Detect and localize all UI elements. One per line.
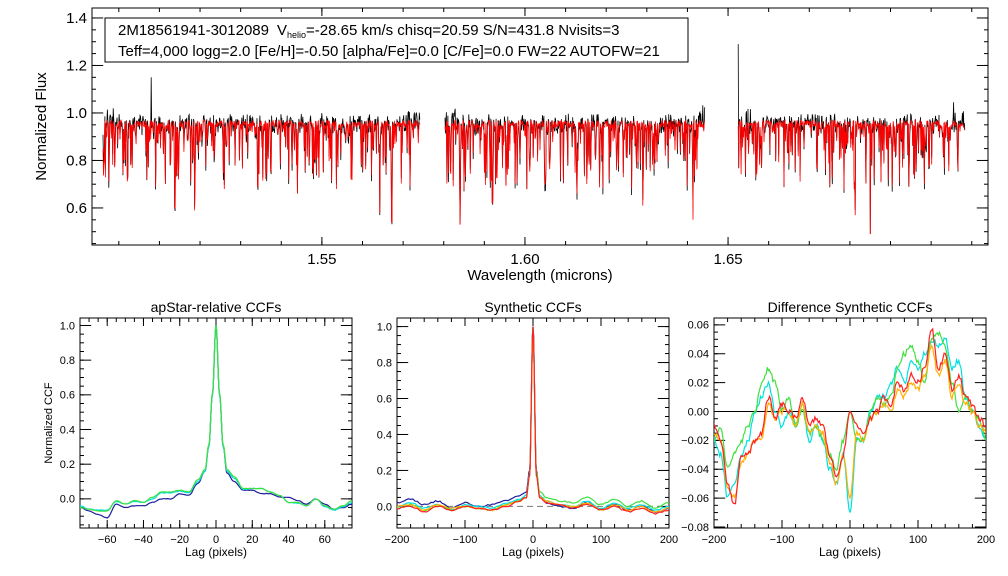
y-tick-label: 0.2 <box>60 459 75 471</box>
y-tick-label: 0.02 <box>688 377 709 389</box>
x-tick-label: 0 <box>213 534 219 546</box>
x-tick-label: −200 <box>702 534 727 546</box>
star-id: 2M18561941-3012089 <box>118 22 269 39</box>
x-tick-label: −20 <box>170 534 189 546</box>
info-box: 2M18561941-3012089 Vhelio=-28.65 km/s chi… <box>104 17 689 63</box>
ccf-line-visit-3 <box>80 325 352 512</box>
ccf-line-visit-2 <box>714 337 986 513</box>
x-axis-label: Lag (pixels) <box>502 545 564 559</box>
vhelio-subscript: helio <box>287 30 306 40</box>
x-tick-label: 1.60 <box>510 251 539 268</box>
y-tick-label: 0.6 <box>66 200 87 217</box>
ccf-line-visit-5 <box>714 327 986 505</box>
chart-title: Synthetic CCFs <box>484 299 581 315</box>
y-tick-label: 0.8 <box>377 357 392 369</box>
x-tick-label: −100 <box>453 534 478 546</box>
x-tick-label: 20 <box>246 534 258 546</box>
y-tick-label: 0.00 <box>688 406 709 418</box>
y-axis-label: Normalized CCF <box>43 382 55 464</box>
x-axis-label: Lag (pixels) <box>819 545 881 559</box>
ccf-line-visit-4 <box>714 344 986 501</box>
ccf-line-visit-1 <box>80 325 352 519</box>
x-tick-label: 1.65 <box>713 251 742 268</box>
y-tick-label: −0.04 <box>681 464 709 476</box>
x-tick-label: 60 <box>319 534 331 546</box>
info-line1-values: =-28.65 km/s chisq=20.59 S/N=431.8 Nvisi… <box>306 22 620 39</box>
x-axis-label: Wavelength (microns) <box>467 267 612 284</box>
ccf-line-visit-1 <box>397 326 669 513</box>
model-spectrum-segment-1 <box>102 119 421 223</box>
ccf-line-visit-2 <box>397 326 669 511</box>
y-tick-label: −0.08 <box>681 522 709 534</box>
x-axis-label: Lag (pixels) <box>185 545 247 559</box>
ccf-line-visit-5 <box>397 326 669 515</box>
y-tick-label: 0.0 <box>60 494 75 506</box>
x-tick-label: −60 <box>98 534 117 546</box>
x-tick-label: −40 <box>134 534 153 546</box>
observed-spectrum-segment-1 <box>102 77 421 225</box>
ccf-line-visit-2 <box>80 325 352 511</box>
x-tick-label: 1.55 <box>307 251 336 268</box>
vhelio-label: V <box>277 22 287 39</box>
model-spectrum-segment-2 <box>444 118 706 225</box>
y-tick-label: 0.6 <box>377 393 392 405</box>
y-tick-label: 1.2 <box>66 58 87 75</box>
plot-frame <box>396 317 670 529</box>
y-tick-label: 0.8 <box>60 355 75 367</box>
y-tick-label: 0.6 <box>60 390 75 402</box>
info-line2: Teff=4,000 logg=2.0 [Fe/H]=-0.50 [alpha/… <box>118 43 660 60</box>
y-tick-label: 1.4 <box>66 10 87 27</box>
apstar-ccf-panel: −60 −40 −20 0 20 40 60 0.0 0.2 0.4 0.6 0.8 1.0 apStar… <box>43 299 353 559</box>
x-tick-label: 100 <box>909 534 927 546</box>
x-tick-label: −200 <box>385 534 410 546</box>
chart-title: Difference Synthetic CCFs <box>768 299 933 315</box>
x-tick-label: 0 <box>530 534 536 546</box>
x-tick-label: −100 <box>770 534 795 546</box>
y-tick-label: −0.02 <box>681 435 709 447</box>
y-tick-label: 0.4 <box>60 424 75 436</box>
x-tick-label: 40 <box>282 534 294 546</box>
x-tick-label: 200 <box>977 534 995 546</box>
plot-frame <box>79 317 353 529</box>
ccf-line-visit-3 <box>397 326 669 512</box>
y-tick-label: 0.04 <box>688 349 709 361</box>
y-tick-label: 1.0 <box>377 321 392 333</box>
spectrum-panel: 1.55 1.60 1.65 0.6 0.8 1.0 1.2 1.4 Wavelength (m… <box>33 7 989 284</box>
x-tick-label: 200 <box>660 534 678 546</box>
y-tick-label: 0.0 <box>377 501 392 513</box>
x-tick-label: 0 <box>847 534 853 546</box>
synthetic-ccf-panel: −200 −100 0 100 200 0.0 0.2 0.4 0.6 0.8 1.0 Synthet… <box>377 299 678 559</box>
difference-ccf-panel: −200 −100 0 100 200 −0.08 −0.06 −0.04 −0.02 0.00 0… <box>681 299 995 559</box>
y-axis-label: Normalized Flux <box>33 72 50 181</box>
chart-title: apStar-relative CCFs <box>151 299 282 315</box>
y-tick-label: 0.8 <box>66 153 87 170</box>
y-tick-label: 0.06 <box>688 320 709 332</box>
ccf-line-visit-4 <box>397 331 669 513</box>
y-tick-label: 0.2 <box>377 465 392 477</box>
y-tick-label: 1.0 <box>60 320 75 332</box>
y-tick-label: 1.0 <box>66 105 87 122</box>
x-tick-label: 100 <box>592 534 610 546</box>
model-spectrum-segment-3 <box>737 119 966 235</box>
plot-frame <box>91 7 989 246</box>
y-tick-label: 0.4 <box>377 429 392 441</box>
y-tick-label: −0.06 <box>681 493 709 505</box>
